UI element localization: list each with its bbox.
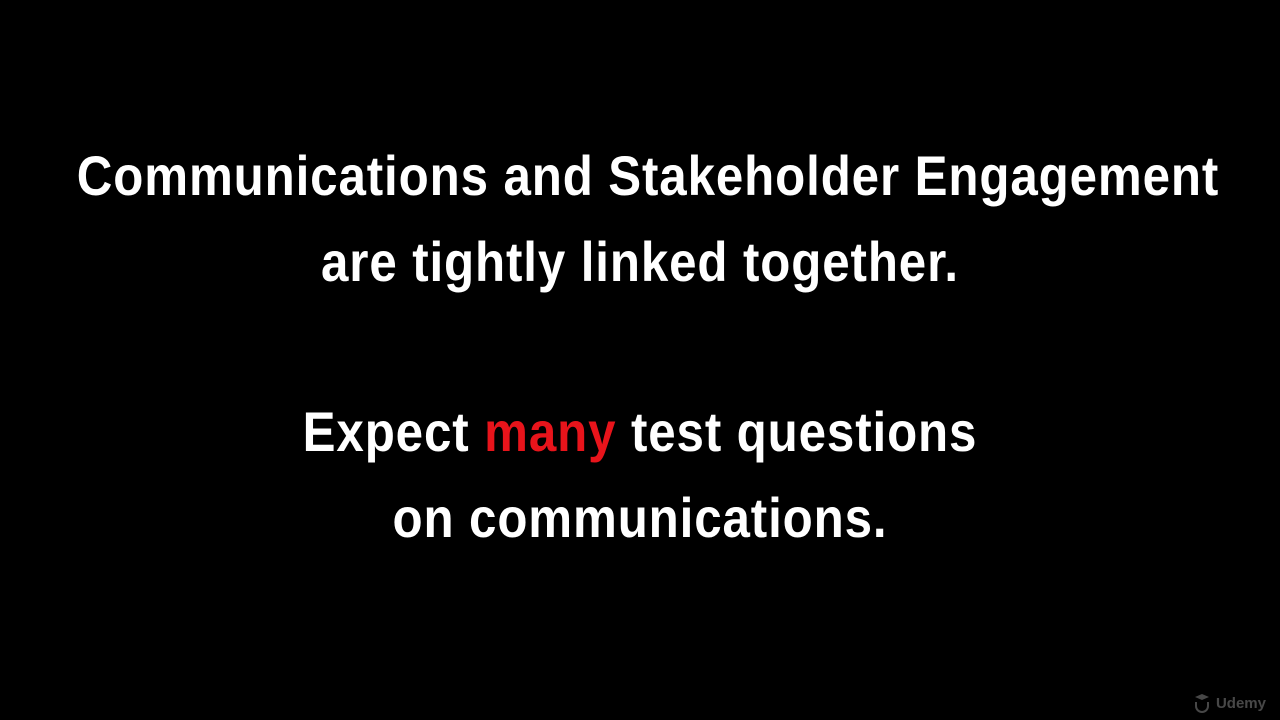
expect-prefix: Expect	[302, 400, 485, 463]
expect-line-2: on communications.	[392, 486, 888, 549]
headline-line-2: are tightly linked together.	[320, 230, 960, 293]
udemy-logo-icon	[1194, 694, 1209, 713]
highlight-word: many	[484, 400, 617, 463]
brand-text: Udemy	[1215, 694, 1266, 712]
expect-suffix: test questions	[616, 400, 978, 463]
expect-line-1: Expect many test questions	[77, 392, 1203, 472]
headline-line-1: Communications and Stakeholder Engagemen…	[76, 144, 1220, 207]
udemy-watermark: Udemy	[1192, 692, 1266, 714]
